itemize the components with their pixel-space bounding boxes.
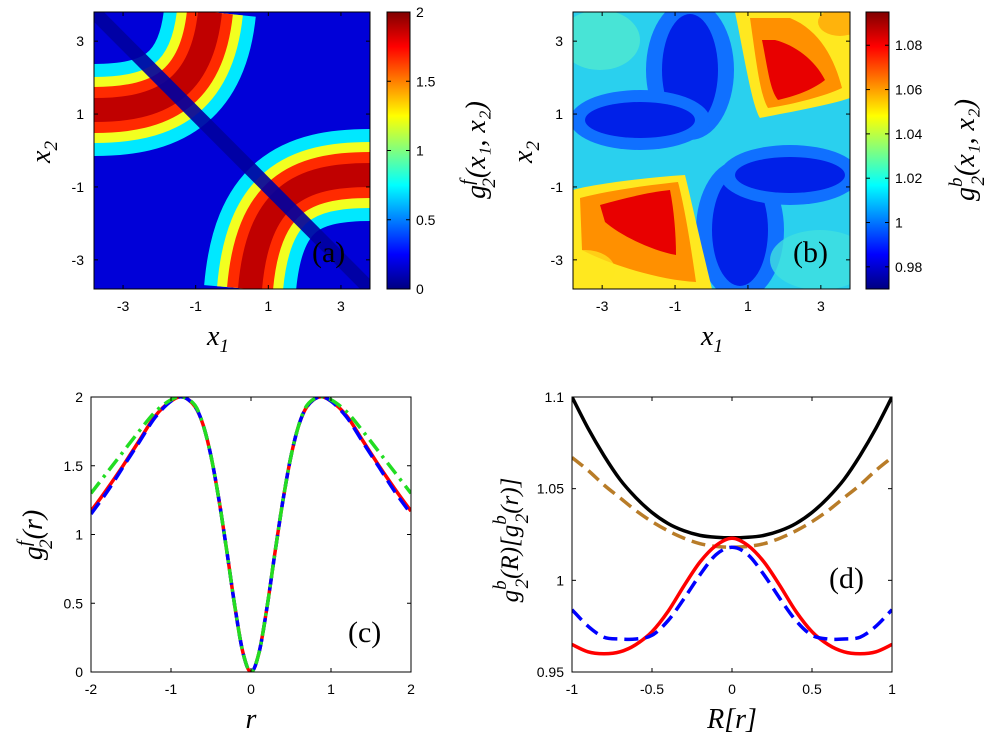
xtick-label: -2 xyxy=(85,681,98,697)
panel-label-d: (d) xyxy=(829,562,864,595)
xlabel-d: R[r] xyxy=(706,704,757,735)
panel-c: -2 -1 0 1 2 0 0.5 1 1.5 2 (c) r gf2(r) xyxy=(14,389,415,735)
series-line xyxy=(572,456,892,550)
ytick-label: -1 xyxy=(551,179,564,195)
xtick-label: 1 xyxy=(264,298,272,314)
xtick-label: 2 xyxy=(407,681,415,697)
xtick-label: -1 xyxy=(189,298,202,314)
ylabel-a: x2 xyxy=(26,141,62,164)
series-line xyxy=(572,397,892,540)
panel-d: -1 -0.5 0 0.5 1 0.95 1 1.05 1.1 (d) R[r] gb2(R)[… xyxy=(490,389,896,735)
colorbar-label-b: gb2(x₁, x₂) xyxy=(946,99,989,201)
xtick-label: -1 xyxy=(566,681,579,697)
heatmap-b xyxy=(573,12,850,289)
ylabel-c: gf2(r) xyxy=(14,510,57,560)
colorbar-ticks-b: 0.98 1 1.02 1.04 1.06 1.08 xyxy=(866,37,922,275)
plot-frame-b xyxy=(572,11,851,290)
series-line xyxy=(572,536,892,656)
series-c xyxy=(91,397,411,672)
colorbar-frame-b xyxy=(865,11,890,290)
ytick-label: 0.5 xyxy=(64,595,84,611)
colorbar-tick-label: 2 xyxy=(416,4,424,20)
xtick-label: -3 xyxy=(596,298,609,314)
ytick-label: 3 xyxy=(555,33,563,49)
colorbar-ticks-a: 0 0.5 1 1.5 2 xyxy=(387,4,436,297)
xtick-label: 1 xyxy=(888,681,896,697)
plot-frame-a xyxy=(93,11,371,290)
ylabel-b: x2 xyxy=(508,141,544,164)
colorbar-tick-label: 1 xyxy=(895,215,903,231)
xtick-label: -1 xyxy=(669,298,682,314)
colorbar-tick-label: 0.98 xyxy=(895,259,922,275)
colorbar-tick-label: 1.06 xyxy=(895,82,922,98)
series-line xyxy=(91,397,411,672)
ticks-a: -3 -1 1 3 3 1 -1 -3 xyxy=(72,12,370,314)
panel-b: -3 -1 1 3 3 1 -1 -3 (b) 0.98 1 1.02 1.04 1.06 1.08 g… xyxy=(508,11,989,357)
xtick-label: 1 xyxy=(327,681,335,697)
colorbar-label-a: gf2(x₁, x₂) xyxy=(457,101,500,199)
colorbar-tick-label: 1.08 xyxy=(895,37,922,53)
ytick-label: 2 xyxy=(75,389,83,405)
ytick-label: 1 xyxy=(75,527,83,543)
xlabel-c: r xyxy=(246,704,257,735)
colorbar-tick-label: 1.02 xyxy=(895,170,922,186)
xtick-label: -1 xyxy=(165,681,178,697)
panel-label-b: (b) xyxy=(793,236,828,269)
colorbar-tick-label: 1.04 xyxy=(895,126,922,142)
ytick-label: -3 xyxy=(72,252,85,268)
ytick-label: 1 xyxy=(555,106,563,122)
colorbar-tick-label: 1.5 xyxy=(416,73,436,89)
ytick-label: -1 xyxy=(72,179,85,195)
xtick-label: 0 xyxy=(247,681,255,697)
ytick-label: 1 xyxy=(76,106,84,122)
series-line xyxy=(572,545,892,642)
ytick-label: 3 xyxy=(76,33,84,49)
ytick-label: -3 xyxy=(551,252,564,268)
xtick-label: 1 xyxy=(744,298,752,314)
ticks-d: -1 -0.5 0 0.5 1 0.95 1 1.05 1.1 xyxy=(537,389,896,697)
ticks-c: -2 -1 0 1 2 0 0.5 1 1.5 2 xyxy=(64,389,416,697)
plot-frame-d xyxy=(571,396,893,673)
panel-label-c: (c) xyxy=(348,616,381,649)
ylabel-d: gb2(R)[gb2(r)] xyxy=(490,478,533,603)
series-d xyxy=(572,397,892,656)
colorbar-a xyxy=(387,12,410,289)
ytick-label: 0.95 xyxy=(537,664,564,680)
heatmap-a xyxy=(94,12,370,289)
xtick-label: 3 xyxy=(337,298,345,314)
panel-a: -3 -1 1 3 3 1 -1 -3 (a) 0 0.5 1 1.5 2 gf2(x₁, x₂) x… xyxy=(26,4,500,357)
xtick-label: 0.5 xyxy=(802,681,822,697)
series-line xyxy=(91,397,411,672)
colorbar-tick-label: 0.5 xyxy=(416,212,436,228)
ticks-b: -3 -1 1 3 3 1 -1 -3 xyxy=(551,12,850,314)
xlabel-a: x1 xyxy=(206,321,229,357)
ytick-label: 1.5 xyxy=(64,458,84,474)
panel-label-a: (a) xyxy=(312,236,345,269)
ytick-label: 1 xyxy=(556,572,564,588)
ytick-label: 0 xyxy=(75,664,83,680)
colorbar-b xyxy=(866,12,889,289)
xtick-label: 0 xyxy=(728,681,736,697)
xtick-label: -0.5 xyxy=(640,681,664,697)
xtick-label: -3 xyxy=(117,298,130,314)
xtick-label: 3 xyxy=(817,298,825,314)
xlabel-b: x1 xyxy=(700,321,723,357)
colorbar-tick-label: 1 xyxy=(416,143,424,159)
ytick-label: 1.1 xyxy=(545,389,565,405)
colorbar-tick-label: 0 xyxy=(416,281,424,297)
ytick-label: 1.05 xyxy=(537,481,564,497)
